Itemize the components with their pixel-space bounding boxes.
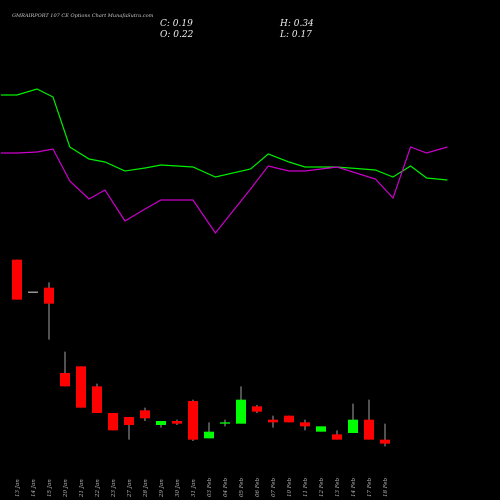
candle-body — [348, 419, 358, 433]
x-tick-label: 10 Feb — [287, 477, 293, 497]
candle-body — [156, 421, 166, 425]
x-tick-label: 03 Feb — [207, 477, 213, 497]
x-tick-label: 04 Feb — [223, 477, 229, 497]
indicator-line — [1, 88, 448, 181]
x-tick-label: 21 Jan — [79, 479, 85, 498]
x-tick-label: 06 Feb — [255, 477, 261, 497]
x-tick-label: 22 Jan — [95, 479, 101, 498]
x-tick-label: 14 Jan — [31, 479, 37, 497]
candle-body — [380, 439, 390, 444]
x-tick-label: 20 Jan — [63, 479, 69, 498]
candle-body — [124, 417, 134, 425]
candle-body — [28, 291, 38, 293]
candle-body — [172, 421, 182, 424]
candle-body — [364, 419, 374, 440]
candle-body — [284, 415, 294, 423]
candle-body — [44, 287, 54, 304]
open-label: O: 0.22 — [160, 30, 194, 40]
candle-body — [268, 419, 278, 423]
candle-body — [76, 366, 86, 408]
x-tick-label: 12 Feb — [319, 477, 325, 497]
x-tick-label: 17 Feb — [367, 477, 373, 497]
close-label: C: 0.19 — [160, 19, 193, 29]
x-tick-label: 13 Feb — [335, 477, 341, 497]
candle-body — [12, 259, 22, 300]
candle-body — [204, 431, 214, 439]
x-tick-label: 07 Feb — [271, 477, 277, 497]
indicator-line — [1, 146, 448, 235]
x-tick-label: 05 Feb — [239, 477, 245, 497]
x-tick-label: 27 Jan — [127, 479, 133, 498]
candle-body — [252, 406, 262, 412]
x-tick-label: 14 Feb — [351, 477, 357, 497]
x-tick-label: 28 Jan — [143, 479, 149, 498]
candle-body — [92, 386, 102, 413]
x-tick-label: 18 Feb — [383, 477, 389, 497]
candle-body — [188, 401, 198, 440]
candle-body — [236, 399, 246, 424]
x-tick-label: 23 Jan — [111, 479, 117, 498]
candle-body — [220, 422, 230, 424]
high-label: H: 0.34 — [279, 19, 314, 29]
x-tick-label: 31 Jan — [191, 479, 197, 497]
candle-body — [300, 422, 310, 427]
x-tick-label: 15 Jan — [47, 479, 53, 497]
x-tick-label: 30 Jan — [175, 479, 181, 497]
candle-body — [140, 410, 150, 419]
x-tick-label: 11 Feb — [303, 477, 309, 497]
candle-body — [60, 373, 70, 387]
low-label: L: 0.17 — [279, 30, 312, 40]
candle-body — [316, 426, 326, 432]
candle-body — [332, 434, 342, 440]
candle-body — [108, 413, 118, 431]
x-tick-label: 29 Jan — [159, 479, 165, 498]
chart-title: GMRAIRPORT 107 CE Options Chart MunafaSu… — [12, 13, 154, 19]
x-tick-label: 13 Jan — [15, 479, 21, 497]
